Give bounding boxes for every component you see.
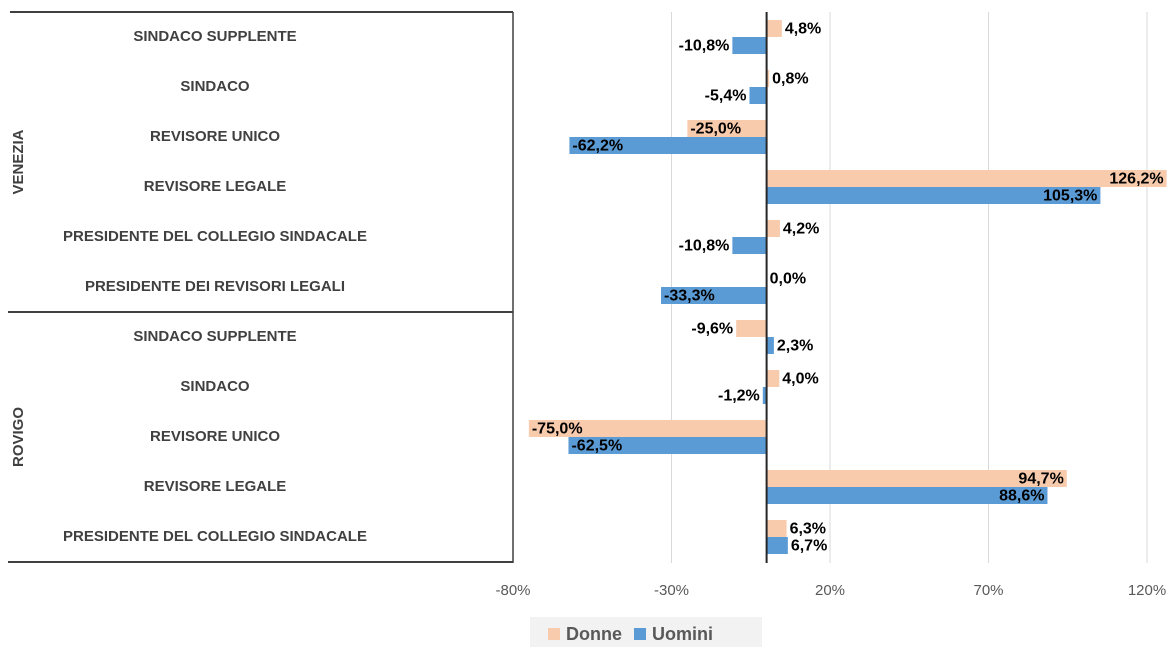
bar <box>569 137 767 154</box>
bar <box>766 337 774 354</box>
bar <box>568 437 767 454</box>
category-label: SINDACO <box>180 78 250 95</box>
bar <box>766 20 782 37</box>
bar <box>766 470 1067 487</box>
value-label: 2,3% <box>777 338 813 355</box>
category-label: REVISORE LEGALE <box>144 478 287 495</box>
value-label: -62,5% <box>571 438 622 455</box>
bar <box>766 370 780 387</box>
legend-swatch <box>634 628 646 640</box>
value-label: 105,3% <box>1043 188 1097 205</box>
value-label: -33,3% <box>664 288 715 305</box>
value-label: 88,6% <box>999 488 1044 505</box>
bar <box>762 387 767 404</box>
x-tick-label: 20% <box>815 582 845 599</box>
value-label: -75,0% <box>532 421 583 438</box>
legend-swatch <box>548 628 560 640</box>
category-label: SINDACO SUPPLENTE <box>133 28 296 45</box>
bar <box>732 37 767 54</box>
bar <box>766 170 1167 187</box>
group-label: VENEZIA <box>10 129 27 194</box>
bar <box>766 187 1101 204</box>
bar <box>766 520 787 537</box>
value-label: 4,0% <box>782 371 818 388</box>
x-tick-label: -30% <box>654 582 689 599</box>
x-tick-label: 120% <box>1128 582 1166 599</box>
bar <box>766 70 770 87</box>
bar <box>766 487 1048 504</box>
value-label: -9,6% <box>691 321 733 338</box>
category-label: SINDACO <box>180 378 250 395</box>
group-label: ROVIGO <box>10 407 27 467</box>
category-label: PRESIDENTE DEL COLLEGIO SINDACALE <box>63 528 367 545</box>
value-label: 6,3% <box>790 521 826 538</box>
legend-label: Donne <box>566 624 622 644</box>
x-tick-label: 70% <box>973 582 1003 599</box>
value-label: 0,0% <box>770 271 806 288</box>
category-label: PRESIDENTE DEI REVISORI LEGALI <box>85 278 345 295</box>
value-label: 4,2% <box>783 221 819 238</box>
category-label: PRESIDENTE DEL COLLEGIO SINDACALE <box>63 228 367 245</box>
value-label: -1,2% <box>718 388 760 405</box>
category-label: REVISORE UNICO <box>150 428 280 445</box>
value-label: -10,8% <box>679 238 730 255</box>
value-label: -62,2% <box>572 138 623 155</box>
bar <box>749 87 767 104</box>
x-tick-label: -80% <box>495 582 530 599</box>
bar <box>528 420 767 437</box>
category-label: REVISORE UNICO <box>150 128 280 145</box>
category-label: SINDACO SUPPLENTE <box>133 328 296 345</box>
bar <box>766 220 780 237</box>
value-label: 126,2% <box>1109 171 1163 188</box>
bar <box>766 537 788 554</box>
value-label: 4,8% <box>785 21 821 38</box>
category-label: REVISORE LEGALE <box>144 178 287 195</box>
value-label: 6,7% <box>791 538 827 555</box>
bar <box>661 287 767 304</box>
value-label: 0,8% <box>772 71 808 88</box>
bar <box>736 320 767 337</box>
value-label: 94,7% <box>1018 471 1063 488</box>
value-label: -25,0% <box>690 121 741 138</box>
bar <box>687 120 767 137</box>
value-label: -10,8% <box>679 38 730 55</box>
value-label: -5,4% <box>705 88 747 105</box>
legend-label: Uomini <box>652 624 713 644</box>
bar <box>732 237 767 254</box>
